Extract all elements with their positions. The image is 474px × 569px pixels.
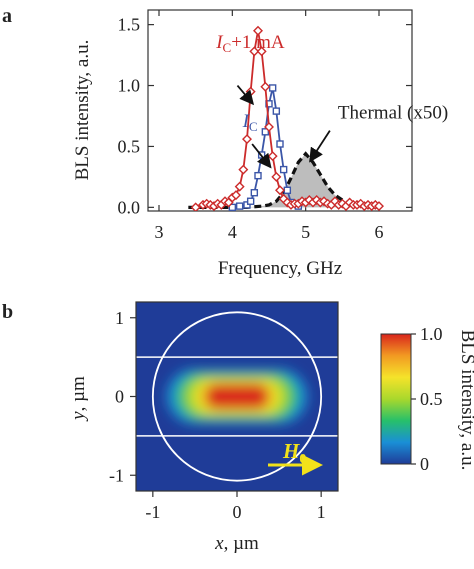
x-tick-label-a: 6 xyxy=(375,222,384,242)
series-ic-point xyxy=(235,202,244,210)
y-tick-label-a: 1.5 xyxy=(118,15,141,35)
colorbar: 0 0.5 1.0 BLS intensity, a.u. xyxy=(380,324,474,474)
series-ic-plus-point xyxy=(275,185,285,196)
series-ic-plus-point xyxy=(271,171,282,182)
colorbar-tick-label: 1.0 xyxy=(420,324,443,344)
series-ic-plus-point xyxy=(374,201,384,211)
x-tick-label-a: 5 xyxy=(301,222,310,242)
y-tick-label-b: 1 xyxy=(115,308,124,328)
series-ic-point xyxy=(268,84,277,92)
series-ic-plus-point xyxy=(253,25,263,36)
y-tick-label-b: -1 xyxy=(109,465,124,485)
x-tick-label-b: 1 xyxy=(317,502,326,522)
y-axis-label-b: y, µm xyxy=(68,376,89,422)
heatmap-spot xyxy=(166,369,308,424)
heatmap-overlay: H0 xyxy=(136,311,338,482)
plot-frame-a xyxy=(147,9,413,212)
series-ic-plus-point xyxy=(267,151,278,162)
x-axis-label-b: x, µm xyxy=(214,533,259,554)
colorbar-tick-label: 0 xyxy=(420,454,429,474)
annotation-label: Thermal (x50) xyxy=(338,102,448,123)
x-axis-label-a: Frequency, GHz xyxy=(218,258,342,279)
colorbar-ticks: 0 0.5 1.0 xyxy=(411,324,443,474)
annotation-label: IC xyxy=(242,111,258,134)
series-group-a xyxy=(188,25,384,211)
series-ic-plus-point xyxy=(242,134,252,145)
x-tick-label-b: 0 xyxy=(233,502,242,522)
series-ic-point xyxy=(250,189,259,197)
panel-label-b: b xyxy=(2,301,13,323)
colorbar-gradient xyxy=(380,333,412,465)
series-ic-plus-point xyxy=(238,164,249,175)
x-tick-label-a: 4 xyxy=(228,222,237,242)
annotation-arrow xyxy=(251,143,272,169)
panel-label-a: a xyxy=(2,5,12,27)
annotation-arrow xyxy=(309,130,331,163)
series-ic-plus-point xyxy=(245,86,256,97)
colorbar-tick-label: 0.5 xyxy=(420,389,443,409)
series-ic-plus-point xyxy=(256,46,267,57)
series-ic-point xyxy=(246,197,255,205)
series-ic-point xyxy=(261,128,270,136)
axis-ticks-b: -1 0 1 -1 0 1 xyxy=(109,308,326,522)
series-ic-plus-point xyxy=(264,121,274,132)
annotations-a: IC+1 mA IC Thermal (x50) xyxy=(215,32,448,169)
thermal-fill xyxy=(188,153,379,208)
aperture-circle xyxy=(151,311,323,482)
annotation-label: IC+1 mA xyxy=(215,32,285,55)
series-ic-point xyxy=(228,203,237,211)
series-ic-plus-point xyxy=(234,181,245,192)
series-ic-plus-point xyxy=(260,81,271,92)
y-axis-label-a: BLS intensity, a.u. xyxy=(72,40,93,181)
x-tick-label-b: -1 xyxy=(145,502,160,522)
series-ic-point xyxy=(283,186,292,194)
heatmap-level xyxy=(213,387,261,406)
annotation-arrow xyxy=(236,84,255,106)
x-tick-label-a: 3 xyxy=(155,222,164,242)
series-ic-plus-point xyxy=(249,46,260,57)
series-ic-plus-point xyxy=(190,202,201,211)
series-ic-point xyxy=(272,107,281,115)
series-ic-point xyxy=(279,165,288,174)
y-tick-label-a: 0.0 xyxy=(118,197,141,217)
field-label: H0 xyxy=(282,439,306,467)
axis-ticks-a: 3 4 5 6 0.0 0.5 1.0 1.5 xyxy=(118,10,412,242)
series-ic-point xyxy=(276,140,284,148)
chart-b: H0 -1 0 1 -1 0 1 x, µm y, µm 0 0.5 1.0 BLS inte… xyxy=(68,301,474,554)
y-tick-label-a: 1.0 xyxy=(118,76,141,96)
y-tick-label-b: 0 xyxy=(115,387,124,407)
series-ic-plus-point xyxy=(231,190,241,201)
y-tick-label-a: 0.5 xyxy=(118,136,141,156)
colorbar-label: BLS intensity, a.u. xyxy=(457,330,474,471)
series-ic-point xyxy=(254,171,262,180)
